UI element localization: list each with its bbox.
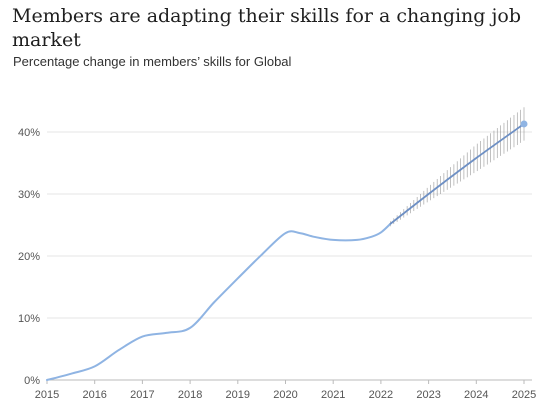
y-tick-label: 10% (18, 313, 40, 325)
y-tick-label: 0% (24, 375, 40, 387)
x-tick-label: 2016 (82, 389, 106, 401)
x-tick-label: 2019 (226, 389, 250, 401)
y-tick-label: 40% (18, 127, 40, 139)
x-tick-label: 2025 (512, 389, 536, 401)
x-tick-label: 2024 (464, 389, 488, 401)
x-tick-label: 2023 (416, 389, 440, 401)
series-line (46, 222, 392, 381)
x-tick-label: 2021 (321, 389, 345, 401)
y-tick-label: 30% (18, 189, 40, 201)
chart-subtitle: Percentage change in members’ skills for… (13, 54, 292, 69)
x-tick-label: 2018 (178, 389, 202, 401)
chart-title: Members are adapting their skills for a … (12, 5, 521, 51)
x-tick-label: 2017 (130, 389, 154, 401)
x-tick-label: 2022 (369, 389, 393, 401)
forecast-line (389, 123, 525, 225)
forecast-endpoint-dot (520, 120, 528, 128)
x-tick-label: 2015 (35, 389, 59, 401)
y-tick-label: 20% (18, 251, 40, 263)
x-tick-label: 2020 (273, 389, 297, 401)
